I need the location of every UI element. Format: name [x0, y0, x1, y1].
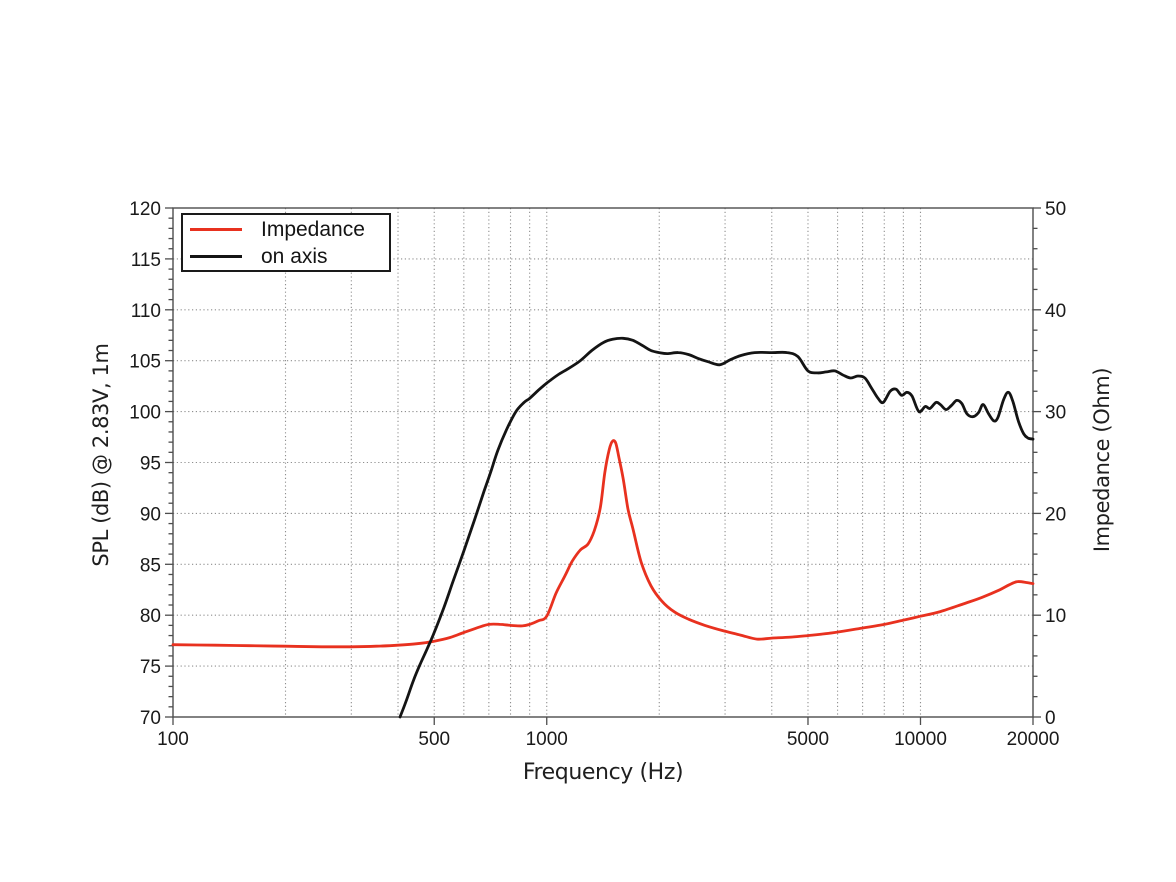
- y-left-tick-label: 110: [131, 301, 161, 322]
- y-left-tick-label: 80: [140, 606, 161, 627]
- axis-ticks: [165, 207, 1041, 725]
- series-on-axis: [398, 336, 1035, 719]
- y-left-tick-label: 120: [129, 199, 161, 220]
- y-left-tick-label: 90: [140, 504, 161, 525]
- y-left-tick-label: 85: [140, 555, 161, 576]
- on-axis-line-swatch: [190, 254, 242, 258]
- y-right-tick-label: 10: [1045, 606, 1066, 627]
- x-tick-label: 500: [418, 729, 450, 750]
- x-axis-title: Frequency (Hz): [522, 760, 684, 785]
- y-left-tick-label: 70: [140, 708, 161, 729]
- y-right-tick-label: 30: [1045, 403, 1066, 424]
- x-tick-label: 5000: [787, 729, 829, 750]
- legend-label-on-axis: on axis: [261, 244, 328, 268]
- y-left-tick-label: 105: [129, 352, 161, 373]
- data-series: [171, 336, 1035, 719]
- y-right-tick-label: 0: [1045, 708, 1056, 729]
- legend-label-impedance: Impedance: [261, 217, 365, 241]
- y-left-tick-label: 95: [140, 454, 161, 475]
- y-left-tick-label: 100: [129, 403, 161, 424]
- legend: Impedance on axis: [181, 213, 391, 272]
- y-left-tick-label: 115: [131, 250, 161, 271]
- gridlines: [173, 208, 1033, 717]
- impedance-line-swatch: [190, 227, 242, 231]
- y-right-tick-label: 40: [1045, 301, 1066, 322]
- y-right-tick-label: 20: [1045, 504, 1066, 525]
- y-right-tick-label: 50: [1045, 199, 1066, 220]
- axis-tick-labels: 70 75 80 85 90 95 100 105 110 115 120 0 10 20 30 40 50 10…: [129, 199, 1066, 750]
- x-tick-label: 10000: [894, 729, 947, 750]
- legend-item-impedance: Impedance: [190, 219, 389, 240]
- y-axis-right-title: Impedance (Ohm): [1090, 367, 1114, 553]
- legend-item-on-axis: on axis: [190, 246, 389, 267]
- y-left-tick-label: 75: [140, 657, 161, 678]
- y-axis-left-title: SPL (dB) @ 2.83V, 1m: [89, 343, 113, 567]
- x-tick-label: 20000: [1007, 729, 1060, 750]
- x-tick-label: 100: [157, 729, 189, 750]
- series-impedance: [171, 439, 1035, 649]
- x-tick-label: 1000: [526, 729, 568, 750]
